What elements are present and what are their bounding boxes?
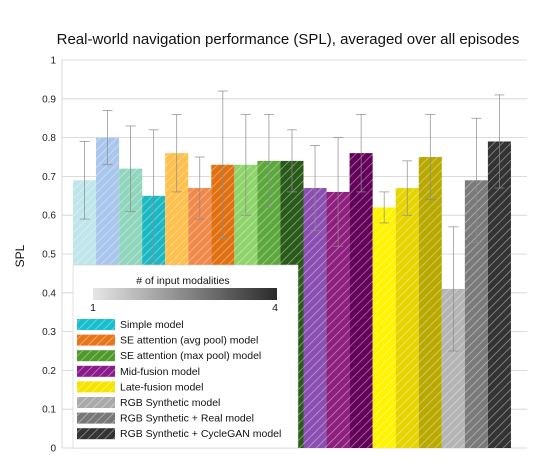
- legend: # of input modalities 1 4 Simple model SE…: [72, 264, 299, 449]
- colorbar-min-label: 1: [90, 302, 96, 314]
- y-tick-label: 0.4: [42, 288, 56, 299]
- bar-hatch: [303, 188, 327, 449]
- bar-hatch: [464, 180, 488, 448]
- legend-swatch-hatch: [77, 350, 115, 362]
- colorbar-title: # of input modalities: [136, 275, 229, 287]
- y-tick-label: 0.6: [42, 211, 56, 222]
- y-tick-label: 0: [50, 444, 56, 455]
- bar-hatch: [395, 188, 419, 449]
- y-tick-label: 0.1: [42, 405, 56, 416]
- bar-hatch: [418, 157, 442, 448]
- legend-swatch-hatch: [77, 365, 115, 377]
- bar-hatch: [326, 191, 350, 449]
- bar-hatch: [487, 141, 511, 449]
- legend-swatch-hatch: [77, 397, 115, 408]
- legend-swatch-hatch: [77, 319, 115, 330]
- bar-hatch: [372, 207, 396, 448]
- bar-hatch: [349, 153, 373, 448]
- colorbar-max-label: 4: [272, 302, 278, 314]
- legend-swatch-hatch: [77, 428, 115, 440]
- legend-label: SE attention (max pool) model: [120, 350, 261, 362]
- legend-items: Simple model SE attention (avg pool) mode…: [77, 319, 281, 440]
- y-tick-label: 0.5: [42, 250, 56, 261]
- chart-title: Real-world navigation performance (SPL),…: [57, 31, 520, 48]
- bar-hatch: [441, 288, 465, 448]
- legend-label: SE attention (avg pool) model: [120, 335, 258, 347]
- error-bars: [79, 90, 505, 352]
- legend-swatch-hatch: [77, 334, 115, 346]
- y-tick-label: 0.7: [42, 172, 56, 183]
- y-tick-labels: 0 0.1 0.2 0.3 0.4 0.5 0.6 0.7 0.8 0.9 1: [42, 56, 56, 455]
- colorbar: [93, 288, 277, 300]
- y-tick-label: 0.8: [42, 133, 56, 144]
- legend-label: Simple model: [120, 319, 184, 331]
- legend-label: Mid-fusion model: [120, 366, 200, 378]
- legend-label: RGB Synthetic + Real model: [120, 413, 254, 425]
- y-tick-label: 1: [50, 56, 56, 67]
- y-tick-label: 0.3: [42, 327, 56, 338]
- legend-label: RGB Synthetic model: [120, 397, 220, 409]
- legend-label: Late-fusion model: [120, 381, 203, 393]
- y-axis-label: SPL: [13, 244, 27, 267]
- legend-swatch-hatch: [77, 381, 115, 393]
- y-tick-label: 0.9: [42, 94, 56, 105]
- legend-label: RGB Synthetic + CycleGAN model: [120, 428, 281, 440]
- legend-swatch-hatch: [77, 412, 115, 424]
- y-tick-label: 0.2: [42, 366, 56, 377]
